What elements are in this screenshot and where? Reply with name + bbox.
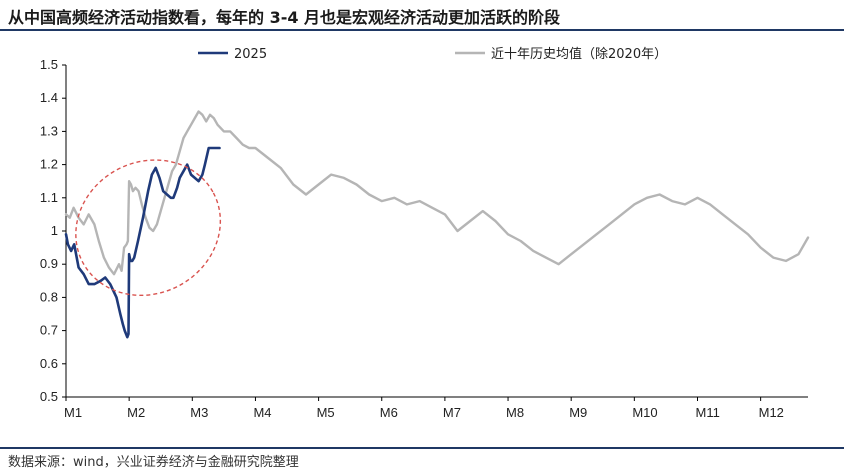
y-tick-label: 1.4 (40, 90, 58, 105)
top-rule (0, 29, 844, 31)
x-tick-label: M4 (253, 405, 271, 420)
y-tick-label: 0.8 (40, 289, 58, 304)
y-tick-label: 1.5 (40, 57, 58, 72)
x-tick-label: M2 (127, 405, 145, 420)
x-tick-label: M11 (695, 405, 719, 420)
y-tick-label: 1.2 (40, 157, 58, 172)
y-tick-label: 1.3 (40, 123, 58, 138)
chart-axes (65, 65, 808, 398)
y-tick-label: 0.6 (40, 356, 58, 371)
chart-ticks: 0.5 0.6 0.7 0.8 0.9 1 1.1 1.2 1.3 1.4 1.5 M1 M2 M3 M4 M… (40, 57, 784, 420)
x-tick-label: M7 (443, 405, 461, 420)
bottom-rule (0, 447, 844, 449)
x-tick-label: M10 (632, 405, 657, 420)
y-tick-label: 0.9 (40, 256, 58, 271)
y-tick-label: 0.7 (40, 323, 58, 338)
chart-series (64, 110, 810, 339)
x-tick-label: M1 (64, 405, 82, 420)
x-tick-label: M3 (190, 405, 208, 420)
chart-legend: 2025 近十年历史均值（除2020年） (198, 46, 667, 62)
y-tick-label: 1.1 (40, 190, 58, 205)
x-tick-label: M9 (569, 405, 587, 420)
chart-title: 从中国高频经济活动指数看，每年的 3-4 月也是宏观经济活动更加活跃的阶段 (8, 8, 561, 27)
x-tick-label: M8 (506, 405, 524, 420)
legend-label-2025: 2025 (234, 47, 267, 62)
series-2025-line (64, 146, 221, 339)
data-source: 数据来源：wind，兴业证券经济与金融研究院整理 (8, 455, 299, 470)
x-tick-label: M6 (380, 405, 398, 420)
y-tick-label: 1 (51, 223, 58, 238)
highlight-ellipse (75, 159, 222, 297)
chart-annotations (75, 159, 222, 297)
x-tick-label: M12 (759, 405, 784, 420)
x-tick-label: M5 (317, 405, 335, 420)
y-tick-label: 0.5 (40, 389, 58, 404)
series-avg-line (64, 110, 810, 276)
legend-label-avg: 近十年历史均值（除2020年） (491, 46, 667, 62)
